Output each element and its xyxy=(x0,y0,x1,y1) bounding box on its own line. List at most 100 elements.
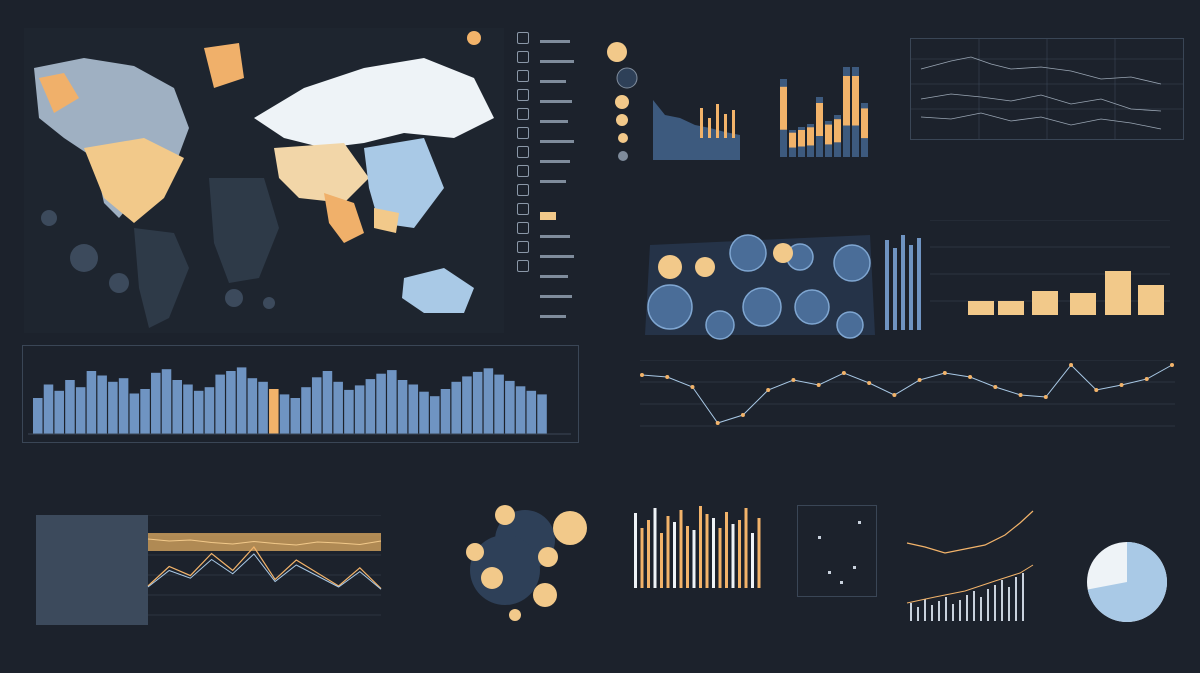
timeline-bar xyxy=(301,387,311,434)
timeline-bar xyxy=(97,375,107,434)
bubble-chart[interactable] xyxy=(640,225,880,345)
timeline-bar xyxy=(322,371,333,434)
info-icon[interactable] xyxy=(517,203,529,215)
bar-mark xyxy=(738,520,741,588)
download-icon[interactable] xyxy=(517,241,529,253)
wave-point xyxy=(766,388,771,392)
bar-mark xyxy=(757,518,761,588)
bar-mark xyxy=(634,513,637,588)
bar-mark xyxy=(686,526,689,588)
timeline-bar xyxy=(408,384,419,434)
map-legend-bars xyxy=(540,40,580,330)
vbar-fg xyxy=(825,124,832,145)
wave-point xyxy=(892,393,897,397)
zoom-in-icon[interactable] xyxy=(517,108,529,120)
timeline-chart[interactable] xyxy=(23,346,578,442)
wave-point xyxy=(640,373,644,377)
bar-mark xyxy=(692,530,696,588)
world-map[interactable] xyxy=(24,28,504,333)
layers-icon[interactable] xyxy=(517,70,529,82)
trend-series-a xyxy=(147,538,382,546)
timeline-bar xyxy=(344,389,354,434)
wave-line-chart[interactable] xyxy=(640,360,1175,445)
bubble-cluster-panel xyxy=(460,500,595,625)
timeline-bar xyxy=(183,384,193,434)
timeline-bar xyxy=(226,371,236,434)
vbar-fg xyxy=(789,132,796,148)
timeline-bar xyxy=(33,398,43,434)
timeline-bar xyxy=(215,374,225,434)
trend-series-b xyxy=(147,546,382,590)
wave-point xyxy=(665,375,670,379)
bar-mark xyxy=(660,533,663,588)
timeline-bar xyxy=(86,371,97,434)
pie-panel xyxy=(1085,540,1170,625)
bar-mark xyxy=(699,506,702,588)
timeline-bar xyxy=(429,396,440,434)
timeline-bar xyxy=(451,381,461,434)
bar-mark xyxy=(712,518,715,588)
stacked-bar xyxy=(1032,291,1058,315)
timeline-bar xyxy=(236,367,247,434)
stacked-bar xyxy=(1070,293,1096,315)
timeline-bar xyxy=(365,379,376,434)
timeline-bar xyxy=(75,387,86,434)
vbar-fg xyxy=(816,103,823,136)
circle-metrics[interactable] xyxy=(605,40,745,165)
timeline-bar xyxy=(269,389,279,434)
wave-point xyxy=(968,375,973,379)
bubble-cluster[interactable] xyxy=(460,500,595,625)
chart-icon[interactable] xyxy=(517,165,529,177)
wave-point xyxy=(1094,388,1099,392)
bar-chart[interactable] xyxy=(630,500,770,590)
vertical-bar-chart[interactable] xyxy=(775,45,875,160)
bar-mark xyxy=(640,528,644,588)
vbar-fg xyxy=(780,86,787,130)
stacked-bar-chart[interactable] xyxy=(880,220,1170,330)
multi-line-chart[interactable] xyxy=(911,39,1183,139)
timeline-bar xyxy=(537,394,547,434)
trend-side-block xyxy=(36,515,148,625)
multi-line-panel xyxy=(910,38,1184,140)
timeline-bar xyxy=(440,389,451,434)
wave-point xyxy=(867,381,872,385)
timeline-bar xyxy=(419,391,429,434)
filter-icon[interactable] xyxy=(517,32,529,44)
stacked-bar xyxy=(968,301,994,315)
map-icon-column xyxy=(517,32,529,279)
vbar-fg xyxy=(843,76,850,126)
trend-line-chart[interactable] xyxy=(36,515,386,625)
search-icon[interactable] xyxy=(517,260,529,272)
pie-chart[interactable] xyxy=(1085,540,1170,625)
grid-icon[interactable] xyxy=(517,184,529,196)
vbar-fg xyxy=(852,76,859,126)
timeline-bar xyxy=(108,381,118,434)
bar-mark xyxy=(705,514,709,588)
timeline-bar xyxy=(526,390,537,434)
bar-mark xyxy=(744,508,748,588)
map-marker xyxy=(467,31,481,45)
share-icon[interactable] xyxy=(517,222,529,234)
timeline-bar xyxy=(43,384,54,434)
timeline-bar xyxy=(397,380,408,434)
pin-icon[interactable] xyxy=(517,89,529,101)
timeline-bar xyxy=(161,369,172,434)
timeline-bar xyxy=(118,378,129,434)
timeline-bar xyxy=(129,393,140,434)
trend-line-panel xyxy=(36,515,386,625)
timeline-bar xyxy=(258,381,268,434)
globe-icon[interactable] xyxy=(517,51,529,63)
settings-icon[interactable] xyxy=(517,146,529,158)
timeline-bar xyxy=(290,398,301,434)
timeline-bar xyxy=(376,373,386,434)
timeline-bar xyxy=(333,381,343,434)
timeline-bar xyxy=(65,380,75,434)
timeline-bar xyxy=(140,389,150,434)
scatter-chart[interactable] xyxy=(798,506,876,596)
rising-line-chart[interactable] xyxy=(905,505,1035,625)
wave-line xyxy=(641,364,1173,424)
bar-mark xyxy=(647,520,650,588)
timeline-bar xyxy=(505,380,515,434)
timeline-bar xyxy=(515,386,526,434)
zoom-out-icon[interactable] xyxy=(517,127,529,139)
